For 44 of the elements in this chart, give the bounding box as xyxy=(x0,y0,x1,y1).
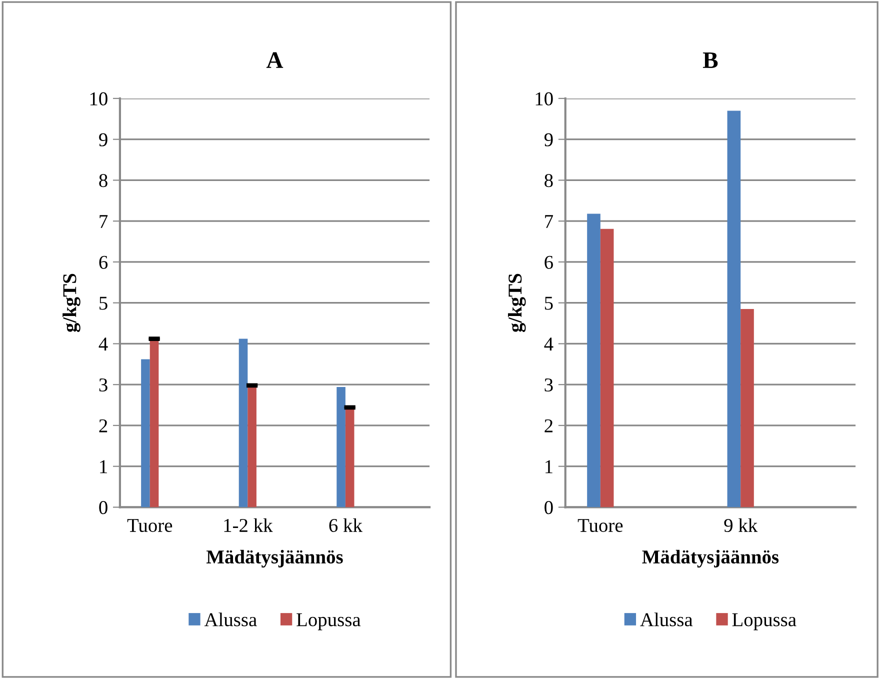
y-tick-label: 5 xyxy=(544,296,553,310)
legend-label: Lopussa xyxy=(296,613,361,630)
y-tick-label: 5 xyxy=(100,296,108,310)
y-tick-label: 9 xyxy=(99,133,108,146)
bar xyxy=(336,387,346,508)
legend-label: Lopussa xyxy=(732,613,796,630)
x-axis-title: Mädätysjäännös xyxy=(642,550,779,568)
y-tick-label: 3 xyxy=(99,378,108,392)
x-tick-label: Tuore xyxy=(578,519,623,532)
y-tick-label: 2 xyxy=(99,419,108,432)
chart-title: B xyxy=(702,52,718,68)
y-tick-label: 8 xyxy=(99,174,108,188)
y-tick-label: 10 xyxy=(536,92,553,106)
x-tick-label: 6 kk xyxy=(329,518,362,532)
y-tick-label: 6 xyxy=(544,256,553,269)
y-tick-label: 4 xyxy=(98,338,108,350)
y-tick-label: 3 xyxy=(544,378,553,392)
x-tick-label: Tuore xyxy=(127,519,172,532)
y-tick-label: 8 xyxy=(544,174,553,188)
bar xyxy=(727,110,741,508)
y-tick-label: 0 xyxy=(544,501,553,514)
bar xyxy=(141,359,150,508)
y-tick-label: 7 xyxy=(100,215,108,228)
y-tick-label: 4 xyxy=(544,338,554,350)
y-axis-title: g/kgTS xyxy=(62,274,80,332)
x-axis-title: Mädätysjäännös xyxy=(206,550,343,568)
legend-label: Alussa xyxy=(204,612,257,626)
x-tick-label: 9 kk xyxy=(724,518,758,532)
legend-label: Alussa xyxy=(640,612,693,626)
bar xyxy=(587,214,600,508)
y-tick-label: 2 xyxy=(544,419,552,432)
x-tick-label: 1-2 kk xyxy=(224,518,273,532)
y-tick-label: 10 xyxy=(90,92,108,106)
bar xyxy=(600,228,614,508)
y-tick-label: 1 xyxy=(100,460,107,474)
bar xyxy=(238,338,248,508)
y-tick-label: 0 xyxy=(99,501,108,514)
y-tick-label: 6 xyxy=(99,256,108,269)
y-tick-label: 7 xyxy=(545,215,553,228)
bar xyxy=(740,308,754,508)
y-tick-label: 1 xyxy=(546,460,552,474)
chart-title: A xyxy=(266,52,284,68)
y-tick-label: 9 xyxy=(544,133,553,146)
y-axis-title: g/kgTS xyxy=(508,274,526,332)
